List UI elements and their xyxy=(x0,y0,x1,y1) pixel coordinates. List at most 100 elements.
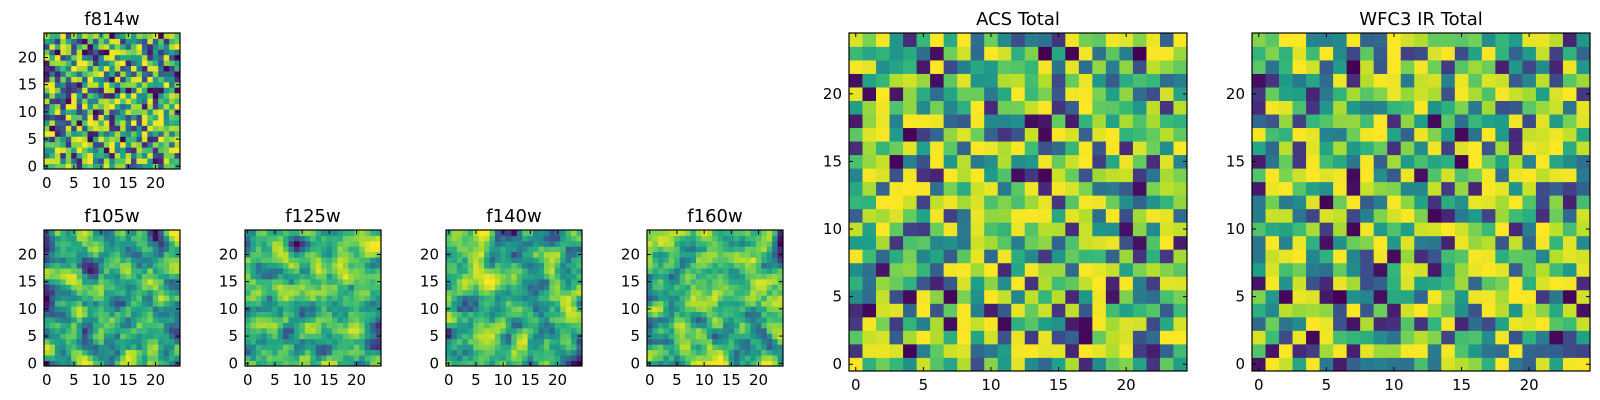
heatmap-cell xyxy=(76,268,83,274)
heatmap-cell xyxy=(71,114,78,121)
heatmap-cell xyxy=(98,349,105,356)
heatmap-cell xyxy=(1481,46,1496,61)
heatmap-cell xyxy=(1373,73,1388,88)
heatmap-cell xyxy=(342,327,349,334)
heatmap-cell xyxy=(1441,208,1456,223)
heatmap-cell xyxy=(930,195,945,210)
heatmap-cell xyxy=(60,125,67,132)
heatmap-cell xyxy=(1427,60,1442,74)
heatmap-cell xyxy=(473,284,480,291)
heatmap-cell xyxy=(131,257,137,264)
heatmap-cell xyxy=(1333,222,1348,237)
heatmap-cell xyxy=(1265,195,1280,210)
heatmap-cell xyxy=(245,268,251,274)
heatmap-cell xyxy=(701,240,708,247)
heatmap-cell xyxy=(1319,289,1334,304)
heatmap-cell xyxy=(141,230,148,236)
heatmap-cell xyxy=(690,349,697,356)
heatmap-cell xyxy=(565,333,572,340)
heatmap-cell xyxy=(1387,249,1402,264)
heatmap-cell xyxy=(554,338,561,345)
heatmap-cell xyxy=(82,152,88,159)
heatmap-cell xyxy=(685,349,691,356)
heatmap-cell xyxy=(500,295,507,302)
heatmap-cell xyxy=(109,130,116,137)
heatmap-cell xyxy=(370,311,376,318)
heatmap-cell xyxy=(511,300,518,307)
heatmap-cell xyxy=(522,278,528,285)
heatmap-cell xyxy=(849,33,863,47)
heatmap-cell xyxy=(76,147,83,154)
heatmap-cell xyxy=(163,65,170,72)
heatmap-cell xyxy=(1576,262,1591,277)
heatmap-cell xyxy=(1105,46,1120,61)
heatmap-cell xyxy=(364,240,371,247)
heatmap-cell xyxy=(1011,154,1026,169)
heatmap-cell xyxy=(92,278,99,285)
heatmap-cell xyxy=(342,344,349,351)
x-tick-label: 10 xyxy=(981,376,1000,394)
heatmap-cell xyxy=(538,344,545,351)
heatmap-cell xyxy=(712,289,719,296)
heatmap-cell xyxy=(916,154,931,169)
heatmap-cell xyxy=(739,360,746,367)
heatmap-cell xyxy=(1481,357,1496,372)
heatmap-cell xyxy=(288,344,295,351)
heatmap-cell xyxy=(1414,357,1429,372)
heatmap-cell xyxy=(1387,235,1402,250)
heatmap-cell xyxy=(750,284,757,291)
heatmap-cell xyxy=(1011,33,1026,47)
heatmap-cell xyxy=(337,235,344,242)
heatmap-cell xyxy=(114,125,121,132)
heatmap-cell xyxy=(560,262,567,269)
heatmap-cell xyxy=(125,54,132,61)
heatmap-cell xyxy=(1105,181,1120,196)
heatmap-cell xyxy=(916,33,931,47)
heatmap-cell xyxy=(1549,343,1564,358)
heatmap-cell xyxy=(1051,222,1066,237)
heatmap-cell xyxy=(1078,73,1093,88)
heatmap-cell xyxy=(679,355,686,361)
heatmap-cell xyxy=(1119,195,1134,210)
heatmap-cell xyxy=(930,222,945,237)
heatmap-cell xyxy=(1454,208,1469,223)
heatmap-cell xyxy=(120,65,126,72)
heatmap-cell xyxy=(984,276,999,291)
heatmap-cell xyxy=(1252,330,1266,345)
heatmap-cell xyxy=(76,38,83,45)
heatmap-cell xyxy=(65,136,72,143)
heatmap-cell xyxy=(136,76,143,83)
heatmap-cell xyxy=(114,92,121,99)
heatmap-cell xyxy=(657,278,664,285)
heatmap-cell xyxy=(679,344,686,351)
heatmap-cell xyxy=(571,360,577,367)
x-tick-label: 10 xyxy=(695,371,714,389)
heatmap-cell xyxy=(772,257,778,264)
heatmap-cell xyxy=(120,92,126,99)
heatmap-cell xyxy=(120,120,126,126)
heatmap-cell xyxy=(125,235,132,242)
heatmap-cell xyxy=(652,284,659,291)
heatmap-cell xyxy=(668,355,675,361)
heatmap-cell xyxy=(92,349,99,356)
heatmap-cell xyxy=(98,300,105,307)
heatmap-cell xyxy=(739,262,746,269)
heatmap-cell xyxy=(1265,330,1280,345)
heatmap-cell xyxy=(1468,262,1483,277)
heatmap-cells xyxy=(44,33,181,170)
heatmap-cell xyxy=(332,262,338,269)
heatmap-cell xyxy=(293,289,300,296)
heatmap-cell xyxy=(984,127,999,142)
heatmap-cell xyxy=(1132,330,1147,345)
heatmap-cell xyxy=(44,235,50,242)
heatmap-cell xyxy=(348,311,355,318)
heatmap-cell xyxy=(87,311,94,318)
heatmap-cell xyxy=(71,65,78,72)
heatmap-cell xyxy=(1562,141,1577,156)
heatmap-cell xyxy=(1132,168,1147,183)
heatmap-cell xyxy=(49,98,56,105)
heatmap-cell xyxy=(538,278,545,285)
heatmap-cell xyxy=(462,322,469,329)
heatmap-cell xyxy=(315,338,322,345)
heatmap-cell xyxy=(516,251,523,258)
